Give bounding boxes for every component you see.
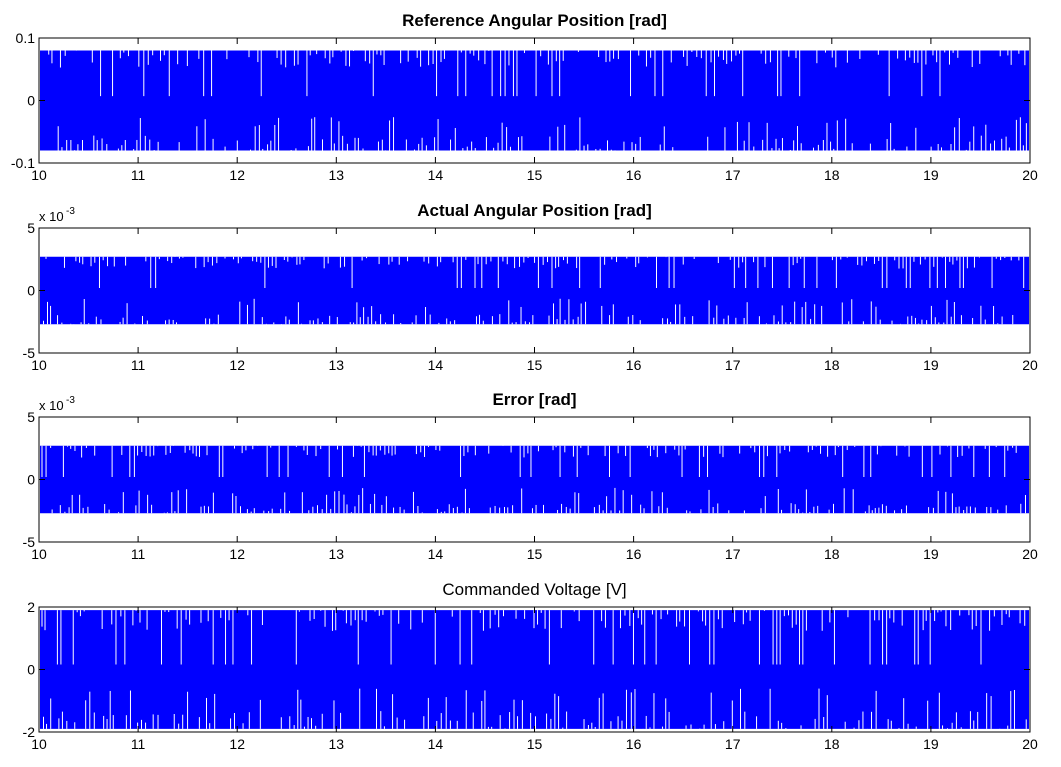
y-tick-label: 5 [27, 220, 35, 236]
x-tick-label: 17 [725, 167, 741, 183]
x-tick-label: 13 [329, 546, 345, 562]
x-tick-label: 18 [824, 167, 840, 183]
y-tick-label: -0.1 [11, 155, 35, 171]
signal-gaps [41, 445, 1026, 514]
x-tick-label: 15 [527, 167, 543, 183]
x-tick-label: 20 [1022, 357, 1038, 373]
x-tick-label: 16 [626, 167, 642, 183]
x-tick-label: 12 [229, 546, 245, 562]
y-tick-label: 2 [27, 599, 35, 615]
x-tick-label: 20 [1022, 736, 1038, 752]
x-tick-label: 12 [229, 167, 245, 183]
y-tick-label: 0 [27, 283, 35, 299]
x-tick-label: 13 [329, 167, 345, 183]
signal-gaps [43, 256, 1025, 325]
x-tick-label: 14 [428, 736, 444, 752]
x-tick-label: 15 [527, 736, 543, 752]
x-tick-label: 13 [329, 736, 345, 752]
x-tick-label: 16 [626, 357, 642, 373]
signal-gaps [48, 50, 1027, 151]
x-tick-label: 10 [31, 546, 47, 562]
x-tick-label: 14 [428, 167, 444, 183]
chart-title: Actual Angular Position [rad] [417, 201, 652, 220]
x-tick-label: 16 [626, 546, 642, 562]
x-tick-label: 20 [1022, 167, 1038, 183]
y-tick-label: 0.1 [16, 30, 36, 46]
x-tick-label: 18 [824, 736, 840, 752]
signal-band [40, 50, 1029, 151]
chart-title: Commanded Voltage [V] [442, 580, 626, 599]
y-tick-label: -2 [23, 724, 36, 740]
y-tick-label: -5 [23, 345, 36, 361]
x-tick-label: 17 [725, 357, 741, 373]
x-tick-label: 20 [1022, 546, 1038, 562]
subplot-error: 10 11 12 13 14 15 16 17 18 19 20 5 0 -5 x 10 -3 Error [r… [23, 390, 1038, 562]
x-tick-label: 15 [527, 546, 543, 562]
signal-band [40, 256, 1029, 325]
signal-gaps [41, 610, 1027, 729]
x-tick-label: 17 [725, 546, 741, 562]
x-tick-label: 19 [923, 546, 939, 562]
y-exponent-label: x 10 [39, 398, 64, 413]
chart-title: Reference Angular Position [rad] [402, 11, 667, 30]
x-tick-label: 11 [131, 546, 146, 562]
x-tick-label: 12 [229, 736, 245, 752]
x-tick-label: 16 [626, 736, 642, 752]
x-tick-label: 18 [824, 357, 840, 373]
x-tick-label: 12 [229, 357, 245, 373]
y-tick-label: -5 [23, 534, 36, 550]
subplot-reference-angular-position: 10 11 12 13 14 15 16 17 18 19 20 0.1 0 -0.1 Reference … [11, 11, 1038, 183]
x-tick-label: 19 [923, 167, 939, 183]
signal-band [40, 445, 1029, 514]
y-tick-label: 5 [27, 409, 35, 425]
x-tick-label: 15 [527, 357, 543, 373]
x-tick-label: 19 [923, 736, 939, 752]
y-tick-label: 0 [27, 662, 35, 678]
x-tick-label: 19 [923, 357, 939, 373]
y-tick-label: 0 [27, 93, 35, 109]
x-tick-label: 10 [31, 167, 47, 183]
y-exponent-label: x 10 [39, 209, 64, 224]
x-tick-label: 17 [725, 736, 741, 752]
chart-title: Error [rad] [492, 390, 576, 409]
y-tick-label: 0 [27, 472, 35, 488]
x-tick-label: 10 [31, 357, 47, 373]
x-tick-label: 14 [428, 357, 444, 373]
y-exponent-power: -3 [66, 395, 75, 406]
signal-band [40, 610, 1029, 729]
x-tick-label: 10 [31, 736, 47, 752]
x-tick-label: 14 [428, 546, 444, 562]
x-tick-label: 11 [131, 167, 146, 183]
x-tick-label: 18 [824, 546, 840, 562]
y-exponent-power: -3 [66, 206, 75, 217]
subplot-actual-angular-position: 10 11 12 13 14 15 16 17 18 19 20 5 0 -5 x 10 -3 Actual A… [23, 201, 1038, 373]
x-tick-label: 11 [131, 357, 146, 373]
x-tick-label: 13 [329, 357, 345, 373]
x-tick-label: 11 [131, 736, 146, 752]
